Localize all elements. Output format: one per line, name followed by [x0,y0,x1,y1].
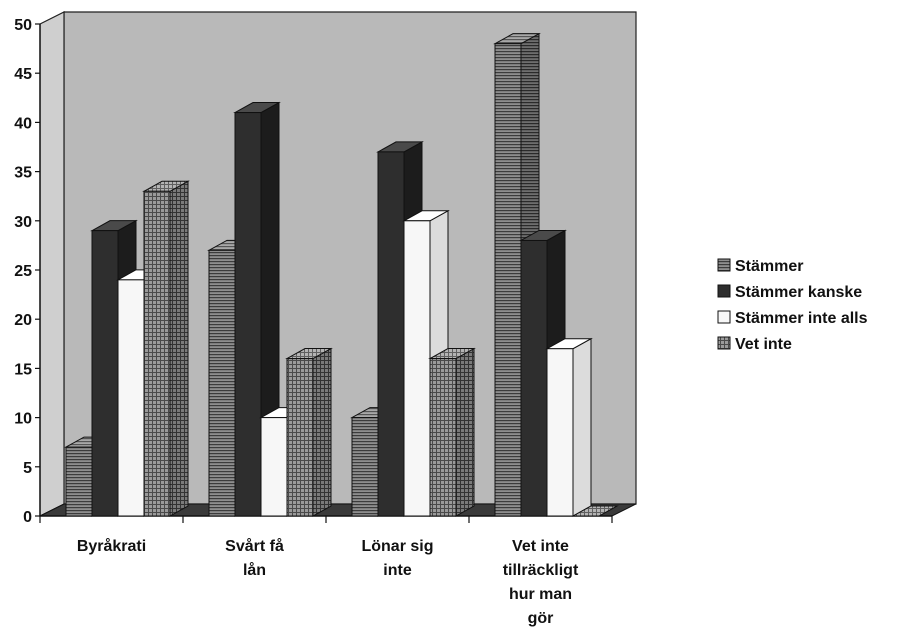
legend-label: Stämmer kanske [735,284,862,301]
y-tick-label: 15 [14,361,32,378]
category-label: Svårt få lån [225,537,284,579]
category-label: Vet inte tillräckligt hur man gör [503,538,579,627]
bar [287,349,331,516]
bar-front [118,280,144,516]
legend-swatch [718,311,730,323]
category-label-line: lån [243,561,266,579]
legend-swatch [718,337,730,349]
y-tick-label: 50 [14,17,32,34]
bar-front [287,359,313,516]
category-labels: Byråkrati Svårt få lån Lönar sig inte Vet int… [77,537,579,627]
bar-side [170,181,188,516]
bar-side [573,339,591,516]
bar-front [209,250,235,516]
category-label-line: Byråkrati [77,537,146,555]
y-tick-label: 25 [14,263,32,280]
category-label-line: Lönar sig [361,538,433,555]
legend-label: Stämmer [735,258,803,275]
y-tick-label: 0 [23,509,32,526]
y-tick-label: 10 [14,411,32,428]
bar [547,339,591,516]
category-label: Byråkrati [77,537,146,555]
legend-swatch [718,259,730,271]
category-label-line: tillräckligt [503,562,579,579]
category-label-line: Vet inte [512,538,569,555]
category-label: Lönar sig inte [361,538,433,579]
category-label-line: hur man [509,586,572,603]
category-label-line: gör [528,610,554,627]
category-label-line: Svårt få [225,537,284,555]
bar-front [261,418,287,516]
category-label-line: inte [383,562,412,579]
bar-front [521,240,547,516]
y-tick-label: 5 [23,460,32,477]
legend-label: Vet inte [735,336,792,353]
y-tick-label: 40 [14,115,32,132]
bar-front [352,418,378,516]
plot-side-wall [40,12,64,516]
bar-front [495,44,521,516]
legend-label: Stämmer inte alls [735,310,868,327]
y-tick-label: 45 [14,66,32,83]
y-tick-label: 30 [14,214,32,231]
bar-front [404,221,430,516]
bar [430,349,474,516]
bar-front [430,359,456,516]
legend: Stämmer Stämmer kanske Stämmer inte alls Ve… [718,258,868,353]
bar-front [92,231,118,516]
bar-front [66,447,92,516]
bar-front [547,349,573,516]
bar-front [144,191,170,516]
bar-front [235,113,261,516]
y-tick-label: 20 [14,312,32,329]
legend-swatch [718,285,730,297]
bar-side [313,349,331,516]
bar [144,181,188,516]
bar-side [456,349,474,516]
bar-front [378,152,404,516]
y-tick-label: 35 [14,165,32,182]
